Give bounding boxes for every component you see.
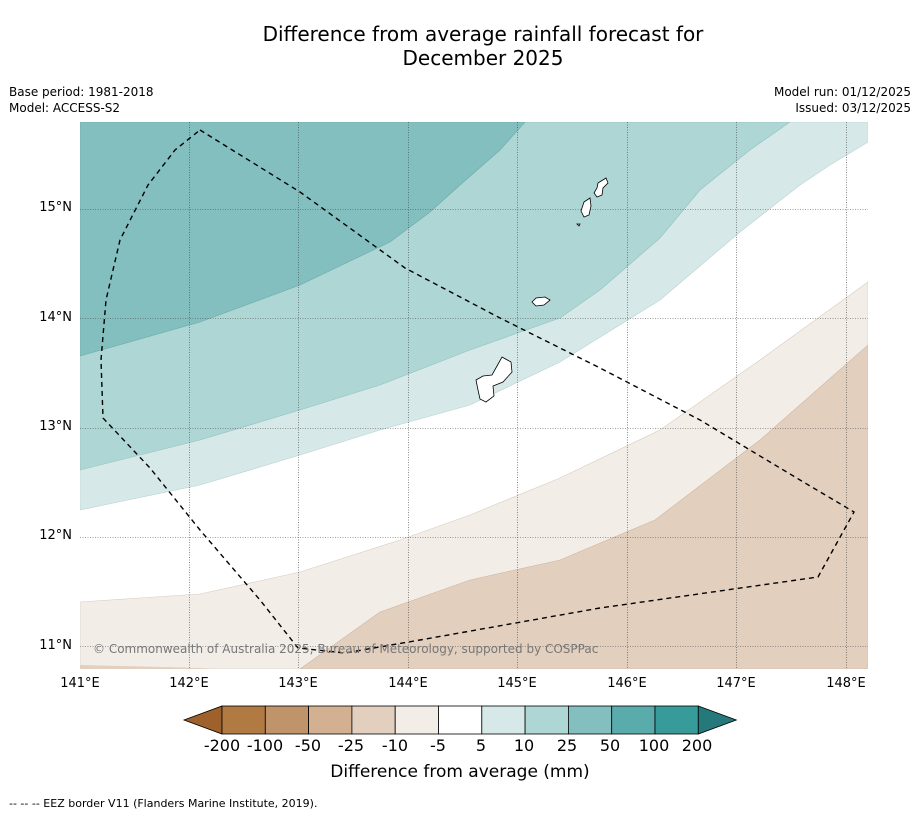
lat-label-14n: 14°N xyxy=(39,310,72,325)
colorbar-segment xyxy=(351,705,396,735)
lon-label-148e: 148°E xyxy=(826,676,866,691)
colorbar-tick: -5 xyxy=(430,736,446,755)
model-run: Model run: 01/12/2025 xyxy=(773,85,911,99)
lon-label-143e: 143°E xyxy=(278,676,318,691)
band-dry-10-sliver xyxy=(80,665,220,669)
aguijan-island xyxy=(576,223,581,227)
map-copyright: © Commonwealth of Australia 2025, Bureau… xyxy=(93,642,599,656)
title-line-2: December 2025 xyxy=(402,46,564,70)
colorbar-tick: -200 xyxy=(203,736,241,755)
issued-date: Issued: 03/12/2025 xyxy=(795,101,911,115)
colorbar-tick: -10 xyxy=(381,736,409,755)
saipan-island xyxy=(593,177,609,198)
model-name: Model: ACCESS-S2 xyxy=(9,101,121,115)
colorbar-segment xyxy=(264,705,309,735)
lat-label-15n: 15°N xyxy=(39,200,72,215)
colorbar-tick: 25 xyxy=(556,736,578,755)
colorbar-tick: -100 xyxy=(246,736,284,755)
colorbar-tick: 10 xyxy=(513,736,535,755)
colorbar-segment xyxy=(654,705,699,735)
colorbar-segment xyxy=(568,705,613,735)
meta-right: Model run: 01/12/2025 Issued: 03/12/2025 xyxy=(774,84,911,116)
lon-label-145e: 145°E xyxy=(497,676,537,691)
colorbar-segment xyxy=(524,705,569,735)
colorbar xyxy=(182,705,738,735)
title-line-1: Difference from average rainfall forecas… xyxy=(262,22,704,46)
colorbar-segment xyxy=(394,705,439,735)
colorbar-segment xyxy=(308,705,353,735)
colorbar-tick: -25 xyxy=(337,736,365,755)
colorbar-segment xyxy=(438,705,483,735)
colorbar-extend-high xyxy=(697,705,738,735)
islands xyxy=(475,177,609,403)
band-wet-25 xyxy=(80,122,526,357)
colorbar-segment xyxy=(481,705,526,735)
tinian-island xyxy=(580,197,592,218)
chart-title: Difference from average rainfall forecas… xyxy=(0,22,919,70)
base-period: Base period: 1981-2018 xyxy=(9,85,154,99)
colorbar-tick: 5 xyxy=(475,736,487,755)
colorbar-segment xyxy=(221,705,266,735)
colorbar-tick: 200 xyxy=(681,736,713,755)
lon-label-142e: 142°E xyxy=(169,676,209,691)
meta-left: Base period: 1981-2018 Model: ACCESS-S2 xyxy=(9,84,154,116)
colorbar-segment xyxy=(611,705,656,735)
colorbar-tick: 100 xyxy=(638,736,670,755)
eez-legend-note: -- -- -- EEZ border V11 (Flanders Marine… xyxy=(9,797,318,810)
band-dry-10 xyxy=(299,344,868,669)
lat-label-12n: 12°N xyxy=(39,528,72,543)
lat-label-11n: 11°N xyxy=(39,638,72,653)
graticule xyxy=(80,122,868,669)
lon-label-144e: 144°E xyxy=(388,676,428,691)
rota-island xyxy=(531,296,551,307)
colorbar-tick: 50 xyxy=(599,736,621,755)
colorbar-title: Difference from average (mm) xyxy=(330,762,590,782)
map-plot-area xyxy=(80,122,868,669)
colorbar-tick: -50 xyxy=(294,736,322,755)
lon-label-147e: 147°E xyxy=(716,676,756,691)
guam-island xyxy=(475,356,513,403)
lon-label-146e: 146°E xyxy=(607,676,647,691)
colorbar-extend-low xyxy=(182,705,223,735)
lon-label-141e: 141°E xyxy=(60,676,100,691)
lat-label-13n: 13°N xyxy=(39,419,72,434)
